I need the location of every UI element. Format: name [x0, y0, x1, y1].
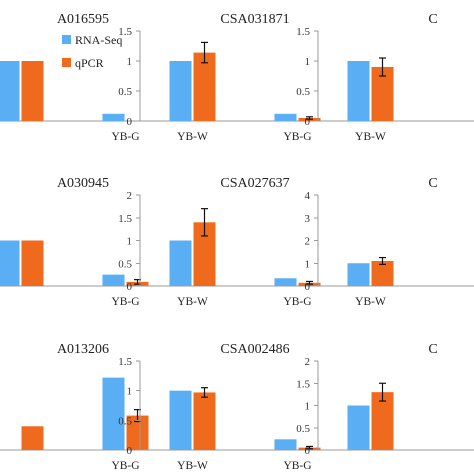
- y-tick-label: 3: [305, 213, 311, 225]
- y-tick-label: 1: [127, 386, 133, 398]
- y-tick-label: 1.5: [118, 213, 132, 225]
- y-tick-label: 1.5: [296, 378, 310, 390]
- chart-title: C: [428, 176, 437, 191]
- y-tick-label: 2: [127, 190, 133, 202]
- legend: RNA-Seq qPCR: [62, 33, 122, 70]
- bar-qpcr: [193, 52, 216, 121]
- chart-panel: C 0 0.5 1 1.5 2: [296, 342, 474, 457]
- y-tick-label: 1: [127, 236, 133, 248]
- bar-rna-seq: [347, 61, 370, 121]
- bar-rna-seq: [0, 240, 20, 286]
- chart-title: CSA027637: [220, 176, 289, 191]
- bar-qpcr: [371, 260, 394, 286]
- chart-panel: A013206 YB-G: [0, 342, 178, 472]
- bar-rna-seq: [347, 405, 370, 450]
- y-tick-label: 0: [305, 116, 311, 128]
- y-tick-label: 1.5: [118, 26, 132, 38]
- y-tick-label: 0.5: [118, 258, 132, 270]
- y-tick-label: 2: [305, 356, 311, 368]
- chart-panel: C 0 1 2 3 4 YB-W: [305, 176, 474, 308]
- y-tick-label: 1: [305, 56, 311, 68]
- chart-title: A030945: [57, 176, 109, 191]
- x-category-label: YB-G: [111, 131, 139, 143]
- legend-swatch-rna-seq: [62, 35, 71, 44]
- bar-qpcr: [193, 222, 216, 286]
- y-tick-label: 0: [127, 281, 133, 293]
- chart-title: A016595: [57, 12, 109, 27]
- bar-qpcr: [193, 392, 216, 450]
- x-category-label: YB-G: [283, 460, 311, 472]
- bar-rna-seq: [102, 274, 125, 286]
- bar-rna-seq: [169, 61, 192, 121]
- bar-rna-seq: [274, 113, 297, 121]
- bar-rna-seq: [102, 113, 125, 121]
- y-tick-label: 0.5: [296, 423, 310, 435]
- x-category-label: YB-W: [355, 296, 386, 308]
- y-tick-label: 0.5: [118, 86, 132, 98]
- x-category-label: YB-G: [283, 131, 311, 143]
- y-tick-label: 0.5: [118, 415, 132, 427]
- x-category-label: YB-W: [355, 131, 386, 143]
- y-tick-label: 0: [127, 116, 133, 128]
- bar-rna-seq: [274, 439, 297, 450]
- chart-panel: CSA031871 0 0.5 1 1.5 YB-W YB-G: [118, 12, 350, 143]
- bar-rna-seq: [102, 377, 125, 450]
- bar-qpcr: [126, 415, 149, 450]
- bar-qpcr: [21, 61, 44, 121]
- bar-qpcr: [21, 426, 44, 450]
- legend-label: RNA-Seq: [75, 33, 122, 47]
- chart-title: C: [428, 12, 437, 27]
- y-tick-label: 1.5: [296, 26, 310, 38]
- y-tick-label: 1: [305, 258, 311, 270]
- y-tick-label: 0: [127, 445, 133, 457]
- chart-panel: CSA027637 0 0.5 1 1.5 2 YB-W YB-G: [118, 176, 350, 308]
- chart-panel: CSA002486 0 0.5 1 1.5 YB-W YB-G: [118, 342, 350, 472]
- y-tick-label: 1: [305, 401, 311, 413]
- y-tick-label: 1.5: [118, 356, 132, 368]
- legend-swatch-qpcr: [62, 58, 71, 67]
- bar-rna-seq: [274, 278, 297, 286]
- x-category-label: YB-G: [111, 296, 139, 308]
- y-tick-label: 2: [305, 236, 311, 248]
- bar-qpcr: [21, 240, 44, 286]
- chart-panel: A016595 YB-G: [0, 12, 178, 143]
- x-category-label: YB-G: [111, 460, 139, 472]
- y-tick-label: 0: [305, 445, 311, 457]
- chart-title: C: [428, 342, 437, 357]
- y-tick-label: 0: [305, 281, 311, 293]
- bar-qpcr: [371, 67, 394, 121]
- x-category-label: YB-G: [283, 296, 311, 308]
- bar-rna-seq: [0, 61, 20, 121]
- chart-title: CSA031871: [220, 12, 289, 27]
- chart-title: A013206: [57, 342, 109, 357]
- x-category-label: YB-W: [177, 131, 208, 143]
- bar-rna-seq: [347, 263, 370, 286]
- bar-qpcr: [371, 392, 394, 450]
- y-tick-label: 0.5: [296, 86, 310, 98]
- chart-panel: C 0 0.5 1 1.5 YB-W: [296, 12, 474, 143]
- bar-rna-seq: [169, 390, 192, 450]
- y-tick-label: 1: [127, 56, 133, 68]
- x-category-label: YB-W: [177, 460, 208, 472]
- bar-rna-seq: [169, 240, 192, 286]
- x-category-label: YB-W: [177, 296, 208, 308]
- chart-panel: A030945 YB-G: [0, 176, 178, 308]
- chart-title: CSA002486: [220, 342, 289, 357]
- y-tick-label: 4: [305, 190, 311, 202]
- legend-label: qPCR: [75, 56, 104, 70]
